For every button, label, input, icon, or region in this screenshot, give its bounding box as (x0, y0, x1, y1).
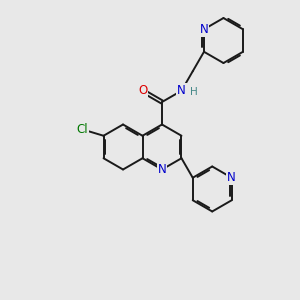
Text: H: H (190, 87, 198, 97)
Text: O: O (138, 84, 147, 97)
Text: N: N (158, 163, 166, 176)
Text: N: N (177, 84, 186, 97)
Text: Cl: Cl (76, 123, 88, 136)
Text: N: N (227, 171, 236, 184)
Text: N: N (200, 23, 208, 36)
